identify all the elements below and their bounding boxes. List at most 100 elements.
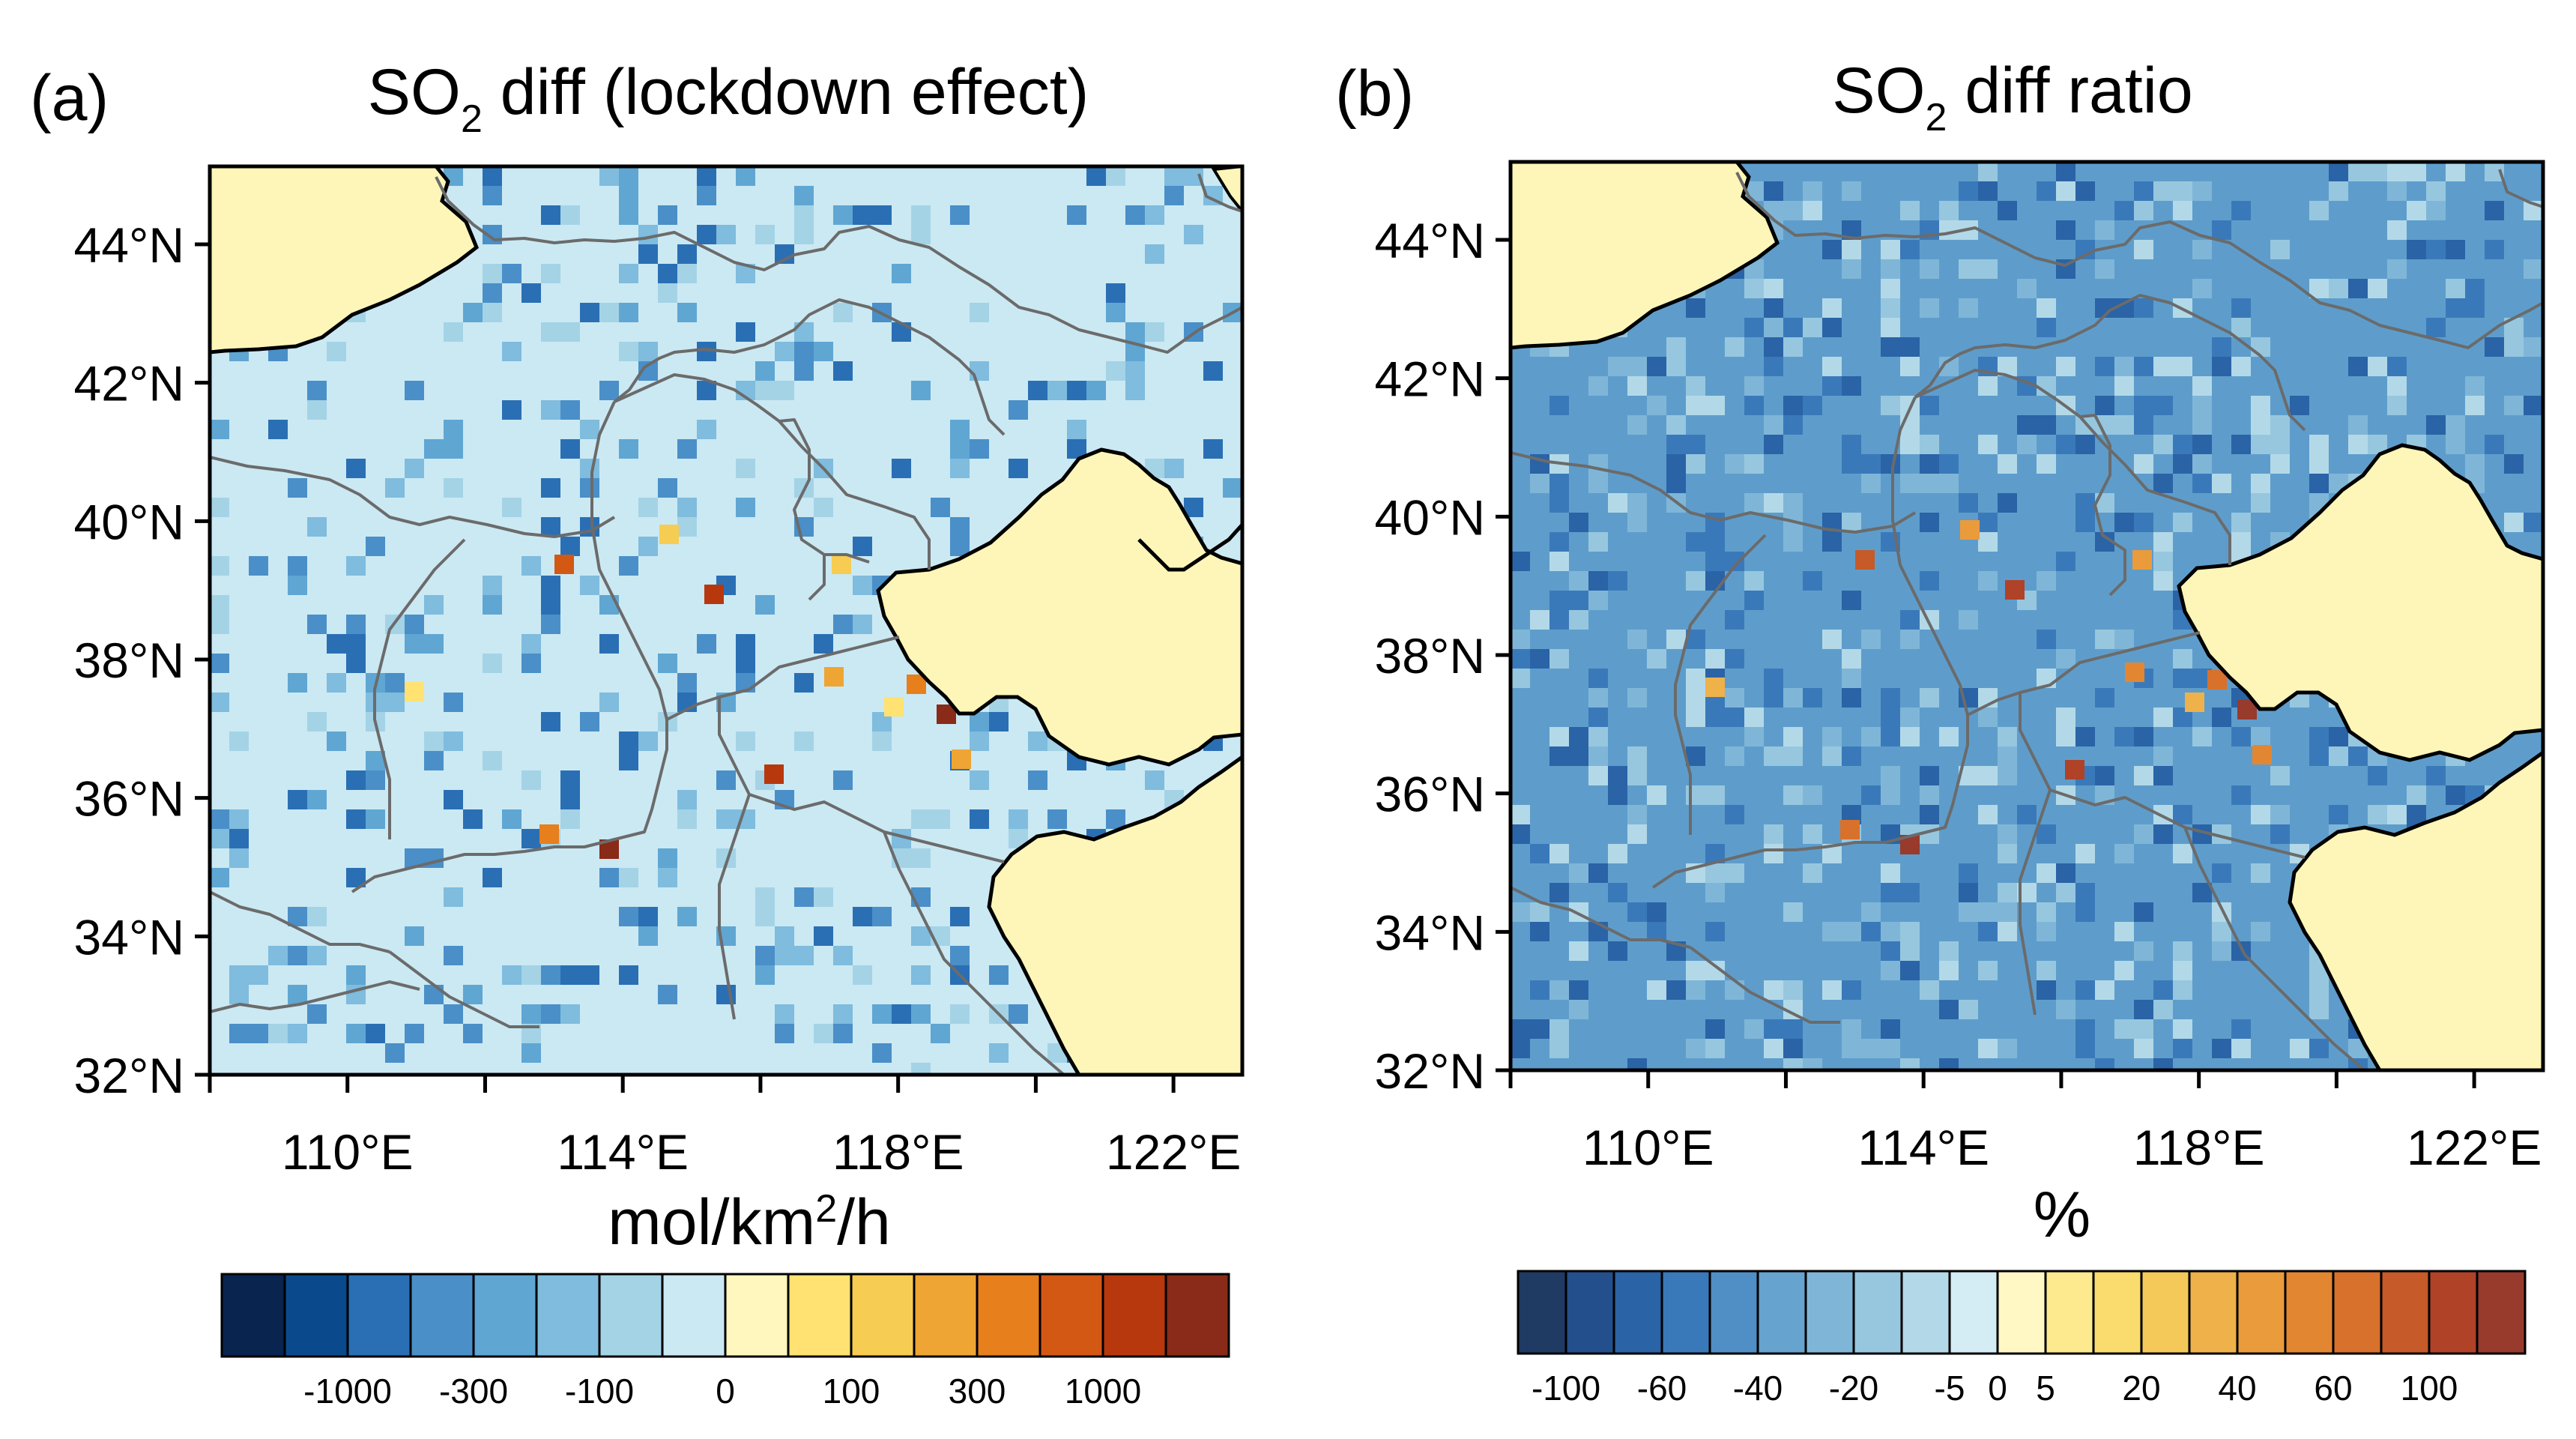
grid-cell [1009,400,1028,420]
grid-cell [560,205,580,225]
grid-cell [1705,649,1725,669]
grid-cell [872,1004,892,1024]
grid-cell [560,537,580,556]
grid-cell [2037,318,2056,337]
grid-cell [1861,630,1881,649]
grid-cell [229,965,249,985]
grid-cell [521,829,541,848]
grid-cell [541,1004,560,1024]
grid-cell [1783,727,1803,746]
grid-cell [307,517,327,537]
grid-cell [424,985,444,1004]
grid-cell [1842,591,1861,610]
grid-cell [541,595,560,615]
grid-cell [950,459,970,478]
grid-cell [1125,381,1145,400]
grid-cell [950,907,970,926]
grid-cell [2212,474,2231,493]
colorbar-label: 20 [2122,1369,2160,1408]
grid-cell [2309,1000,2329,1019]
grid-cell-warm [2132,550,2152,570]
grid-cell [1978,259,1998,279]
grid-cell [2056,181,2075,201]
grid-cell [1686,688,1705,708]
grid-cell [502,965,521,985]
grid-cell [541,576,560,595]
grid-cell [2309,727,2329,746]
grid-cell [1511,824,1530,844]
colorbar-swatch [2092,1270,2143,1355]
grid-cell-warm [2125,663,2144,682]
grid-cell [2368,805,2387,824]
grid-cell [950,439,970,459]
grid-cell [2017,805,2037,824]
grid-cell [1861,902,1881,922]
grid-cell [2368,357,2387,376]
grid-cell [2075,1019,2095,1039]
grid-cell [2407,201,2426,220]
grid-cell [1627,746,1647,766]
grid-cell [911,1004,931,1024]
grid-cell [2504,454,2524,474]
grid-cell [736,166,755,186]
grid-cell [619,907,638,926]
colorbar-swatch [2332,1270,2383,1355]
grid-cell [1705,571,1725,591]
grid-cell [521,283,541,303]
grid-cell [2348,415,2368,435]
grid-cell [1920,688,1939,708]
grid-cell [1164,186,1184,205]
grid-cell [2270,240,2290,259]
province-borders-a [210,173,1242,1075]
grid-cell [619,439,638,459]
lat-tick-label: 42°N [1375,352,1485,407]
grid-cell [1744,708,1764,727]
grid-cell [502,264,521,283]
grid-cell [619,166,638,186]
grid-cell [1939,454,1959,474]
grid-cell [1569,571,1588,591]
grid-cell [229,848,249,868]
grid-cell [1145,770,1164,790]
grid-cell [1822,240,1842,259]
grid-cell [2368,162,2387,181]
grid-cell [1822,727,1842,746]
grid-cell [794,946,814,965]
grid-cell [1608,844,1627,863]
grid-cell [2173,181,2192,201]
grid-cell [1203,439,1223,459]
grid-cell-warm [764,764,784,784]
grid-cell [814,634,833,654]
grid-cell [677,439,697,459]
grid-cell [638,225,658,244]
grid-cell [444,946,463,965]
grid-cell [288,907,307,926]
grid-cell [794,731,814,751]
grid-cell [2231,435,2251,454]
grid-cell [1842,376,1861,396]
grid-cell [2309,746,2329,766]
grid-cell [1588,669,1608,688]
grid-cell [288,790,307,809]
grid-cell [268,1024,288,1043]
grid-cell-warm [659,525,679,544]
grid-cell [911,965,931,985]
grid-cell [755,946,775,965]
grid-cell [2134,1000,2153,1019]
grid-cell [580,303,599,322]
colorbar-swatch [346,1273,412,1358]
grid-cell [210,868,229,887]
grid-cell [853,615,872,634]
colorbar-swatch [220,1273,286,1358]
grid-cell [2192,727,2212,746]
grid-cell [2387,357,2407,376]
colorbar-label: 0 [1988,1369,2007,1408]
grid-cell [2309,201,2329,220]
grid-cell [1803,201,1822,220]
grid-cell [755,381,775,400]
grid-cell [463,985,483,1004]
grid-cell [2037,298,2056,318]
grid-cell [1588,532,1608,552]
grid-cell [814,887,833,907]
grid-cell [775,926,794,946]
